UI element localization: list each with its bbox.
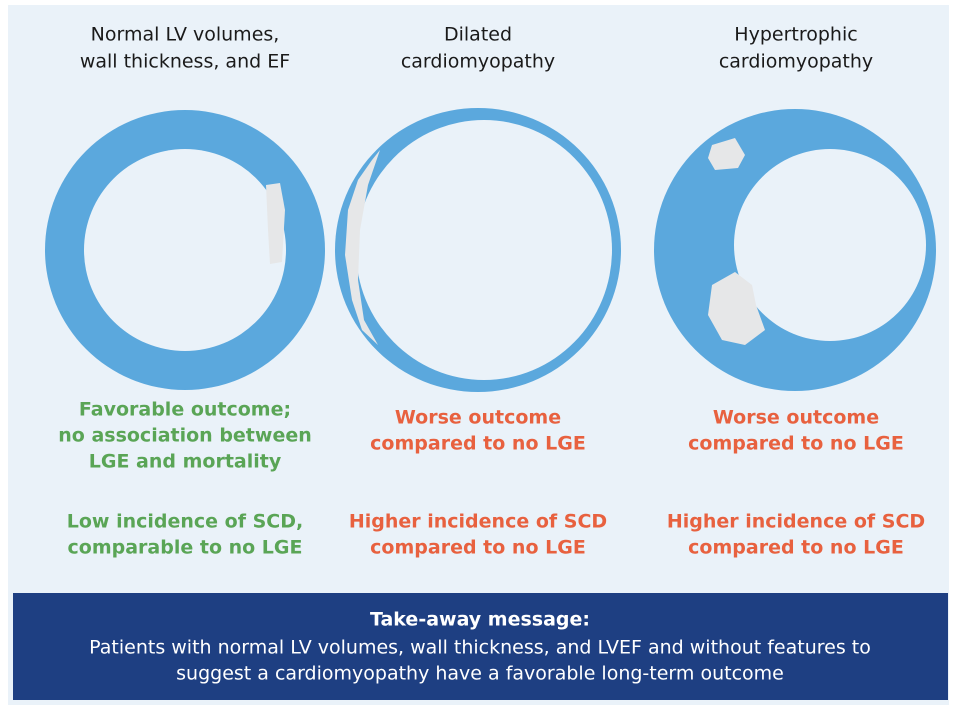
- column-title: Hypertrophic: [734, 24, 857, 46]
- outcome-text: compared to no LGE: [370, 433, 586, 455]
- lge-patch: [345, 150, 380, 345]
- scd-text: comparable to no LGE: [68, 537, 303, 559]
- column-title: cardiomyopathy: [401, 51, 555, 73]
- lge-patch: [266, 183, 285, 264]
- lv-cavity: [734, 149, 926, 341]
- outcome-text: no association between: [58, 425, 312, 447]
- takeaway-line: Patients with normal LV volumes, wall th…: [89, 637, 871, 659]
- lge-patch: [708, 272, 765, 345]
- outcome-text: compared to no LGE: [688, 433, 904, 455]
- lv-cavity: [84, 149, 286, 351]
- lv-cavity: [356, 120, 612, 380]
- outcome-text: LGE and mortality: [89, 451, 282, 473]
- takeaway-banner: [13, 593, 948, 700]
- column-title: Dilated: [444, 24, 512, 46]
- scd-text: compared to no LGE: [688, 537, 904, 559]
- scd-text: compared to no LGE: [370, 537, 586, 559]
- lge-patch: [708, 138, 745, 170]
- outcome-text: Favorable outcome;: [79, 399, 291, 421]
- column-title: cardiomyopathy: [719, 51, 873, 73]
- takeaway-line: suggest a cardiomyopathy have a favorabl…: [176, 663, 784, 685]
- outcome-text: Worse outcome: [395, 407, 561, 429]
- takeaway-heading: Take-away message:: [370, 609, 590, 631]
- scd-text: Higher incidence of SCD: [667, 511, 925, 533]
- scd-text: Low incidence of SCD,: [67, 511, 303, 533]
- outcome-text: Worse outcome: [713, 407, 879, 429]
- column-title: wall thickness, and EF: [80, 51, 290, 73]
- scd-text: Higher incidence of SCD: [349, 511, 607, 533]
- column-title: Normal LV volumes,: [91, 24, 280, 46]
